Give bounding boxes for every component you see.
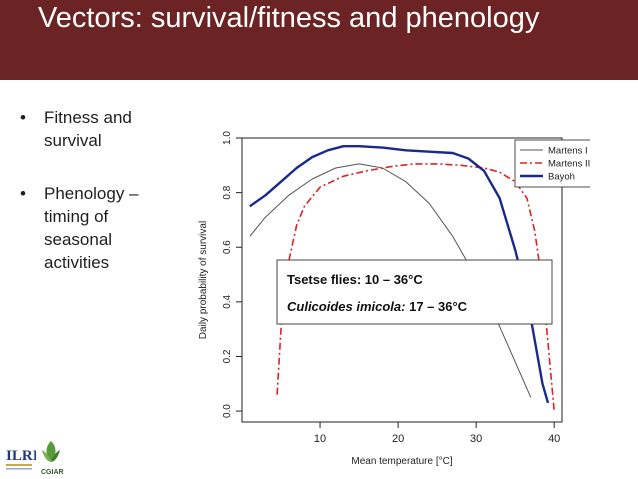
x-axis-label: Mean temperature [°C] <box>351 456 452 467</box>
survival-chart: 10 20 30 40 0.0 0.2 0.4 0.6 0.8 1.0 Mean temperatu… <box>198 131 590 467</box>
y-tick-label: 0.4 <box>222 294 233 308</box>
y-tick-label: 0.0 <box>222 404 233 418</box>
cgiar-logo: CGIAR <box>41 441 64 476</box>
y-tick-label: 1.0 <box>222 131 233 145</box>
bullet-text: Phenology – timing of seasonal activitie… <box>44 184 139 272</box>
annotation-line1: Tsetse flies: 10 – 36°C <box>287 272 423 287</box>
bullet-list: • Fitness and survival • Phenology – tim… <box>20 106 180 304</box>
legend-label: Martens I <box>548 146 588 157</box>
annotation-box <box>276 259 553 325</box>
title-bar: Vectors: survival/fitness and phenology <box>0 0 638 80</box>
legend-label: Martens II <box>548 159 590 170</box>
y-tick-label: 0.6 <box>222 240 233 254</box>
y-tick-label: 0.8 <box>222 185 233 199</box>
svg-text:ILRI: ILRI <box>6 448 36 464</box>
y-tick-label: 0.2 <box>222 349 233 363</box>
annotation-line2: Culicoides imicola: 17 – 36°C <box>287 299 468 314</box>
annotation-species: Culicoides imicola: <box>287 299 405 314</box>
x-tick-label: 10 <box>314 433 326 445</box>
bullet-item: • Fitness and survival <box>20 106 180 152</box>
svg-text:CGIAR: CGIAR <box>41 469 64 476</box>
annotation-range: 17 – 36°C <box>405 299 467 314</box>
bullet-item: • Phenology – timing of seasonal activit… <box>20 182 180 274</box>
x-tick-label: 30 <box>470 433 482 445</box>
bullet-dot-icon: • <box>20 108 26 127</box>
plot-frame <box>241 137 563 423</box>
x-tick-label: 40 <box>548 433 560 445</box>
y-axis-label: Daily probability of survival <box>198 221 209 339</box>
series-line-1 <box>276 163 555 412</box>
bullet-dot-icon: • <box>20 184 26 203</box>
ilri-logo: ILRI <box>6 448 36 470</box>
legend-box <box>514 139 590 188</box>
x-tick-label: 20 <box>392 433 404 445</box>
slide-title: Vectors: survival/fitness and phenology <box>38 2 540 34</box>
legend-label: Bayoh <box>548 172 575 183</box>
bullet-text: Fitness and survival <box>44 108 132 150</box>
